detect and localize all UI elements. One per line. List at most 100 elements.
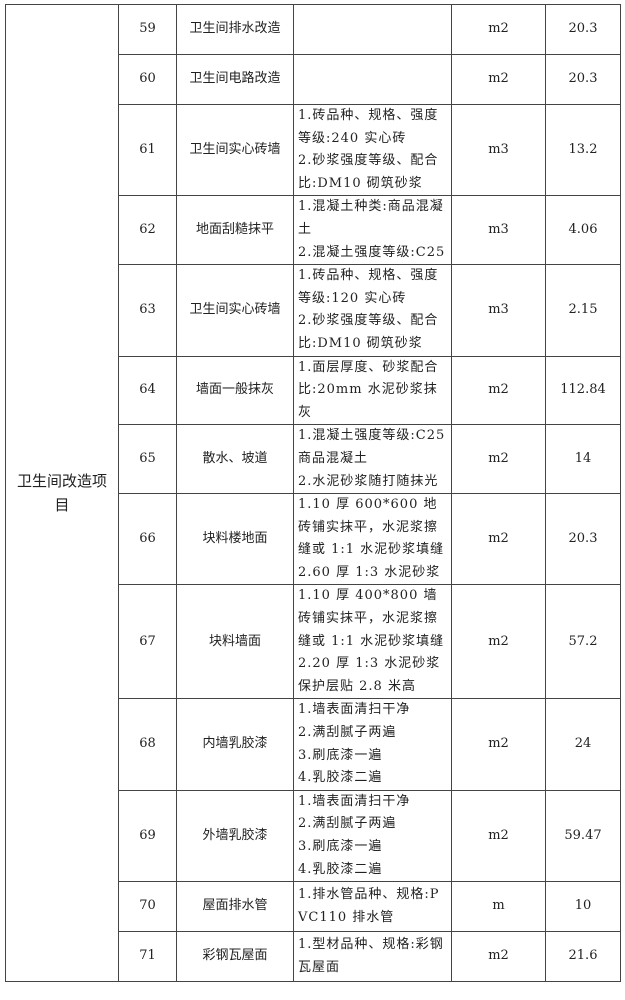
description-line: 2.60 厚 1:3 水泥砂浆: [298, 564, 441, 580]
description-line: 2.20 厚 1:3 水泥砂浆保护层贴 2.8 米高: [298, 656, 441, 694]
item-unit: m2: [451, 54, 546, 105]
item-description: 1.10 厚 600*600 地砖铺实抹平，水泥浆擦缝或 1:1 水泥砂浆填缝 2…: [293, 493, 452, 586]
item-number: 68: [118, 698, 177, 791]
table-row: 64 墙面一般抹灰 1.面层厚度、砂浆配合比:20mm 水泥砂浆抹灰 m2 112.84: [6, 355, 621, 426]
description-line: 1.排水管品种、规格:PVC110 排水管: [298, 887, 440, 925]
item-number: 61: [118, 103, 177, 197]
item-number: 60: [118, 54, 177, 105]
item-name: 卫生间实心砖墙: [176, 103, 294, 197]
item-description: 1.混凝土强度等级:C25 商品混凝土 2.水泥砂浆随打随抹光: [293, 424, 452, 495]
item-description: 1.10 厚 400*800 墙砖铺实抹平，水泥浆擦缝或 1:1 水泥砂浆填缝 2…: [293, 584, 452, 700]
table-row: 67 块料墙面 1.10 厚 400*800 墙砖铺实抹平，水泥浆擦缝或 1:1 水…: [6, 584, 621, 700]
item-name: 卫生间电路改造: [176, 54, 294, 105]
item-unit: m2: [451, 424, 546, 495]
description-line: 2.水泥砂浆随打随抹光: [298, 473, 439, 489]
item-name: 块料墙面: [176, 584, 294, 700]
item-name: 卫生间排水改造: [176, 4, 294, 55]
item-description: 1.混凝土种类:商品混凝土 2.混凝土强度等级:C25: [293, 195, 452, 266]
item-quantity: 20.3: [545, 493, 621, 586]
description-line: 2.砂浆强度等级、配合比:DM10 砌筑砂浆: [298, 153, 439, 191]
item-quantity: 14: [545, 424, 621, 495]
description-line: 1.面层厚度、砂浆配合比:20mm 水泥砂浆抹灰: [298, 359, 439, 420]
item-number: 59: [118, 4, 177, 55]
item-quantity: 10: [545, 881, 621, 933]
description-line: 3.刷底漆一遍: [298, 747, 383, 763]
item-unit: m2: [451, 493, 546, 586]
item-unit: m: [451, 881, 546, 933]
item-name: 卫生间实心砖墙: [176, 264, 294, 357]
item-description: 1.墙表面清扫干净 2.满刮腻子两遍 3.刷底漆一遍 4.乳胶漆二遍: [293, 698, 452, 791]
item-description: [293, 54, 452, 105]
description-line: 1.混凝土强度等级:C25 商品混凝土: [298, 428, 446, 466]
item-name: 彩钢瓦屋面: [176, 931, 294, 983]
item-name: 地面刮糙抹平: [176, 195, 294, 266]
item-name: 散水、坡道: [176, 424, 294, 495]
item-name: 外墙乳胶漆: [176, 789, 294, 883]
item-description: 1.墙表面清扫干净 2.满刮腻子两遍 3.刷底漆一遍 4.乳胶漆二遍: [293, 789, 452, 883]
item-quantity: 13.2: [545, 103, 621, 197]
item-unit: m2: [451, 4, 546, 55]
item-quantity: 4.06: [545, 195, 621, 266]
item-quantity: 57.2: [545, 584, 621, 700]
item-number: 69: [118, 789, 177, 883]
item-quantity: 21.6: [545, 931, 621, 983]
description-line: 2.砂浆强度等级、配合比:DM10 砌筑砂浆: [298, 313, 439, 351]
description-line: 2.混凝土强度等级:C25: [298, 244, 446, 260]
description-line: 1.10 厚 600*600 地砖铺实抹平，水泥浆擦缝或 1:1 水泥砂浆填缝: [298, 497, 445, 558]
description-line: 1.砖品种、规格、强度等级:240 实心砖: [298, 108, 439, 146]
item-quantity: 24: [545, 698, 621, 791]
item-number: 65: [118, 424, 177, 495]
item-quantity: 112.84: [545, 355, 621, 426]
item-unit: m2: [451, 355, 546, 426]
item-description: 1.型材品种、规格:彩钢瓦屋面: [293, 931, 452, 983]
description-line: 4.乳胶漆二遍: [298, 770, 383, 786]
description-line: 2.满刮腻子两遍: [298, 816, 397, 832]
description-line: 1.墙表面清扫干净: [298, 793, 411, 809]
table-row: 61 卫生间实心砖墙 1.砖品种、规格、强度等级:240 实心砖 2.砂浆强度等级、配…: [6, 103, 621, 197]
item-unit: m2: [451, 584, 546, 700]
item-unit: m2: [451, 931, 546, 983]
table-row: 69 外墙乳胶漆 1.墙表面清扫干净 2.满刮腻子两遍 3.刷底漆一遍 4.乳胶漆二遍 m2…: [6, 789, 621, 883]
item-description: 1.砖品种、规格、强度等级:240 实心砖 2.砂浆强度等级、配合比:DM10 砌…: [293, 103, 452, 197]
item-unit: m3: [451, 195, 546, 266]
item-name: 墙面一般抹灰: [176, 355, 294, 426]
item-description: 1.面层厚度、砂浆配合比:20mm 水泥砂浆抹灰: [293, 355, 452, 426]
table-body: 卫生间改造项目 59 卫生间排水改造 m2 20.3 60 卫生间电路改造 m2 20.3 61 卫…: [5, 3, 621, 983]
table-row: 71 彩钢瓦屋面 1.型材品种、规格:彩钢瓦屋面 m2 21.6: [6, 931, 621, 983]
item-unit: m3: [451, 103, 546, 197]
item-quantity: 20.3: [545, 4, 621, 55]
item-quantity: 59.47: [545, 789, 621, 883]
description-line: 1.10 厚 400*800 墙砖铺实抹平，水泥浆擦缝或 1:1 水泥砂浆填缝: [298, 588, 445, 649]
item-number: 66: [118, 493, 177, 586]
item-unit: m3: [451, 264, 546, 357]
item-number: 67: [118, 584, 177, 700]
item-quantity: 20.3: [545, 54, 621, 105]
description-line: 2.满刮腻子两遍: [298, 725, 397, 741]
item-unit: m2: [451, 789, 546, 883]
item-number: 70: [118, 881, 177, 933]
item-description: 1.排水管品种、规格:PVC110 排水管: [293, 881, 452, 933]
table-row: 66 块料楼地面 1.10 厚 600*600 地砖铺实抹平，水泥浆擦缝或 1:1 …: [6, 493, 621, 586]
item-number: 62: [118, 195, 177, 266]
item-unit: m2: [451, 698, 546, 791]
item-name: 屋面排水管: [176, 881, 294, 933]
bill-table: 卫生间改造项目 59 卫生间排水改造 m2 20.3 60 卫生间电路改造 m2 20.3 61 卫…: [5, 3, 621, 983]
item-number: 63: [118, 264, 177, 357]
item-name: 内墙乳胶漆: [176, 698, 294, 791]
description-line: 1.型材品种、规格:彩钢瓦屋面: [298, 937, 444, 975]
description-line: 3.刷底漆一遍: [298, 839, 383, 854]
item-number: 64: [118, 355, 177, 426]
item-description: [293, 4, 452, 55]
table-row: 60 卫生间电路改造 m2 20.3: [6, 54, 621, 105]
description-line: 4.乳胶漆二遍: [298, 861, 383, 877]
item-description: 1.砖品种、规格、强度等级:120 实心砖 2.砂浆强度等级、配合比:DM10 砌…: [293, 264, 452, 357]
table-row: 68 内墙乳胶漆 1.墙表面清扫干净 2.满刮腻子两遍 3.刷底漆一遍 4.乳胶漆二遍 m2…: [6, 698, 621, 791]
description-line: 1.墙表面清扫干净: [298, 702, 411, 718]
table-row: 62 地面刮糙抹平 1.混凝土种类:商品混凝土 2.混凝土强度等级:C25 m3 4.06: [6, 195, 621, 266]
item-number: 71: [118, 931, 177, 983]
group-cell: 卫生间改造项目: [5, 3, 119, 983]
item-quantity: 2.15: [545, 264, 621, 357]
description-line: 1.混凝土种类:商品混凝土: [298, 199, 444, 237]
description-line: 1.砖品种、规格、强度等级:120 实心砖: [298, 268, 439, 306]
